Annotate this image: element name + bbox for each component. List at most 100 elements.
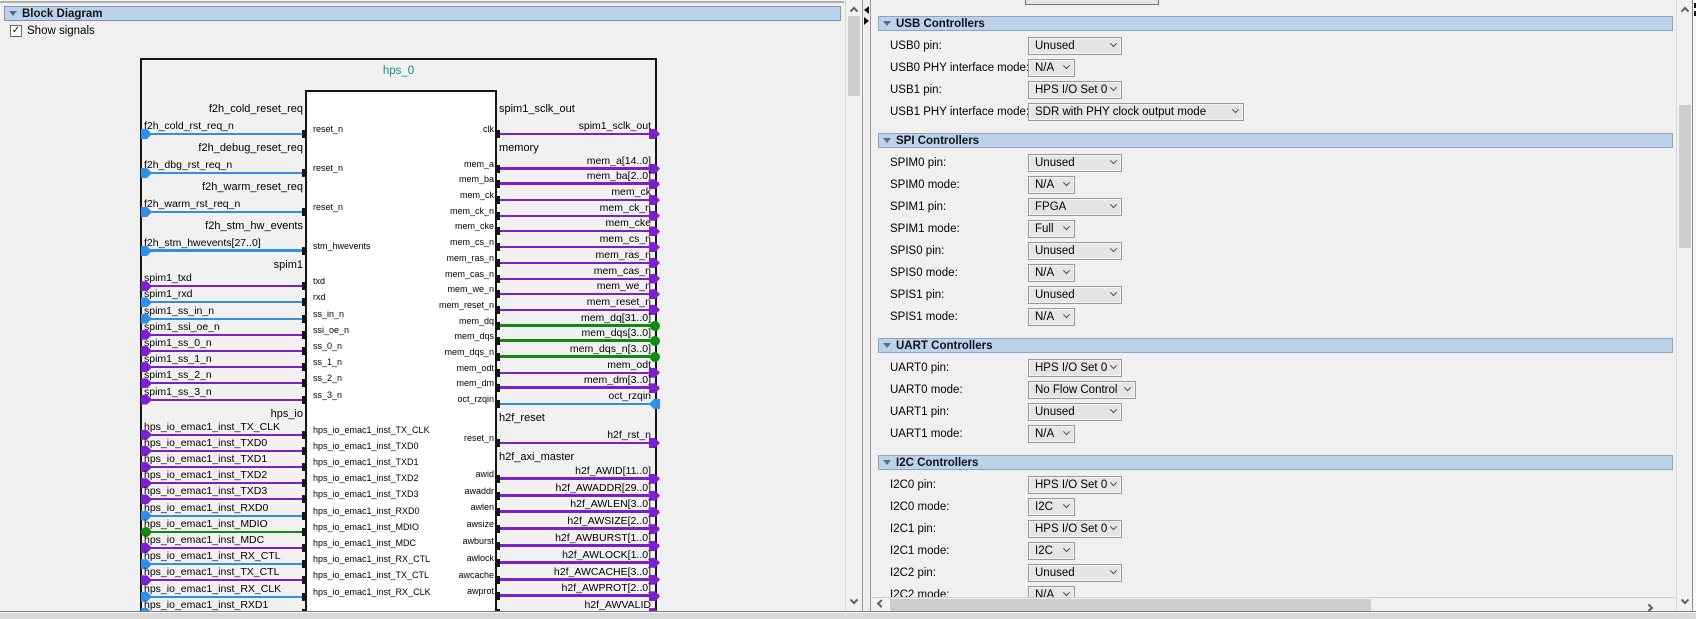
diagram-signal-row[interactable]: awaddrh2f_AWADDR[29..0] xyxy=(405,480,659,497)
parameter-row: USB1 PHY interface mode:SDR with PHY clo… xyxy=(871,101,1676,123)
port-label: awlock xyxy=(405,553,494,564)
section-header[interactable]: SPI Controllers xyxy=(878,133,1673,148)
parameter-dropdown[interactable]: N/A xyxy=(1028,264,1075,282)
signal-connector-icon[interactable] xyxy=(649,608,660,611)
scrollbar-thumb[interactable] xyxy=(848,16,860,96)
signal-wirecell: hps_io_emac1_inst_TXD2 xyxy=(142,468,305,484)
signal-wirecell: mem_cas_n xyxy=(497,264,659,280)
show-signals-checkbox[interactable]: ✓ xyxy=(10,25,22,37)
diagram-signal-row[interactable]: mem_reset_nmem_reset_n xyxy=(405,295,659,311)
diagram-signal-row[interactable]: mem_dmmem_dm[3..0] xyxy=(405,374,659,390)
diagram-signal-row[interactable]: mem_dqsmem_dqs[3..0] xyxy=(405,327,659,343)
parameter-dropdown[interactable]: HPS I/O Set 0 xyxy=(1028,520,1122,538)
signal-label: hps_io_emac1_inst_RXD0 xyxy=(144,502,268,514)
parameter-dropdown[interactable]: SDR with PHY clock output mode xyxy=(1028,103,1244,121)
right-panel-horizontal-scrollbar[interactable] xyxy=(871,597,1676,611)
signal-wirecell: spim1_ss_in_n xyxy=(142,303,305,319)
parameter-dropdown[interactable]: Unused xyxy=(1028,154,1122,172)
port-label: mem_ras_n xyxy=(405,253,494,264)
cut-off-control[interactable] xyxy=(1025,0,1159,5)
diagram-signal-row[interactable]: mem_amem_a[14..0] xyxy=(405,154,659,170)
port-label: mem_ba xyxy=(405,174,494,185)
diagram-signal-row[interactable]: mem_cas_nmem_cas_n xyxy=(405,264,659,280)
parameter-dropdown[interactable]: Unused xyxy=(1028,403,1122,421)
chevron-down-icon xyxy=(1063,501,1070,508)
parameter-row: USB0 pin:Unused xyxy=(871,35,1676,57)
signal-label: mem_dqs_n[3..0] xyxy=(570,343,651,355)
diagram-signal-row[interactable]: awbursth2f_AWBURST[1..0] xyxy=(405,530,659,547)
port-tab xyxy=(302,396,307,404)
diagram-signal-row[interactable]: mem_dqmem_dq[31..0] xyxy=(405,311,659,327)
scrollbar-thumb[interactable] xyxy=(1679,105,1691,248)
parameter-label: SPIM0 pin: xyxy=(890,157,1028,169)
diagram-signal-row[interactable]: awlockh2f_AWLOCK[1..0] xyxy=(405,547,659,564)
block-diagram-section-header[interactable]: Block Diagram xyxy=(4,6,841,21)
parameter-dropdown[interactable]: N/A xyxy=(1028,59,1075,77)
parameter-dropdown[interactable]: Unused xyxy=(1028,286,1122,304)
diagram-signal-row[interactable]: mem_ck_nmem_ck_n xyxy=(405,201,659,217)
diagram-signal-row[interactable]: oct_rzqinoct_rzqin xyxy=(405,389,659,405)
parameter-dropdown[interactable]: I2C xyxy=(1028,542,1075,560)
parameter-dropdown[interactable]: Full xyxy=(1028,220,1075,238)
interface-group-label: spim1 xyxy=(142,259,303,271)
signal-wirecell: spim1_rxd xyxy=(142,287,305,303)
diagram-signal-row[interactable]: awcacheh2f_AWCACHE[3..0] xyxy=(405,564,659,581)
bottom-scrollbar-strip[interactable] xyxy=(0,611,1696,619)
diagram-signal-row[interactable]: mem_cs_nmem_cs_n xyxy=(405,232,659,248)
parameter-dropdown[interactable]: N/A xyxy=(1028,308,1075,326)
parameter-dropdown[interactable]: Unused xyxy=(1028,37,1122,55)
port-label: mem_reset_n xyxy=(405,300,494,311)
scroll-up-icon[interactable] xyxy=(846,0,861,15)
window-edge-splitter[interactable] xyxy=(1692,0,1696,619)
section-header[interactable]: UART Controllers xyxy=(878,338,1673,353)
diagram-signal-row[interactable]: mem_ckemem_cke xyxy=(405,217,659,233)
port-tab xyxy=(495,400,500,408)
panel-splitter[interactable] xyxy=(862,0,871,611)
diagram-signal-row[interactable]: awproth2f_AWPROT[2..0] xyxy=(405,581,659,598)
parameter-dropdown[interactable]: HPS I/O Set 0 xyxy=(1028,476,1122,494)
scroll-down-icon[interactable] xyxy=(846,595,861,610)
diagram-signal-row[interactable]: clkspim1_sclk_out xyxy=(405,115,659,135)
diagram-signal-row[interactable]: awidh2f_AWID[11..0] xyxy=(405,463,659,480)
parameters-panel: USB ControllersUSB0 pin:UnusedUSB0 PHY i… xyxy=(871,0,1676,611)
section-header[interactable]: USB Controllers xyxy=(878,16,1673,31)
diagram-signal-row[interactable]: h2f_AWVALID xyxy=(405,597,659,611)
parameter-dropdown[interactable]: No Flow Control xyxy=(1028,381,1136,399)
signal-label: mem_odt xyxy=(607,359,651,371)
collapse-right-icon[interactable] xyxy=(864,17,869,25)
diagram-signal-row[interactable]: mem_ras_nmem_ras_n xyxy=(405,248,659,264)
signal-wirecell: mem_cs_n xyxy=(497,232,659,248)
parameter-dropdown[interactable]: N/A xyxy=(1028,425,1075,443)
scrollbar-thumb[interactable] xyxy=(890,599,1371,611)
diagram-signal-row[interactable]: mem_ckmem_ck xyxy=(405,185,659,201)
collapse-left-icon[interactable] xyxy=(864,6,869,14)
scroll-up-icon[interactable] xyxy=(1677,0,1692,15)
parameter-row: UART1 mode:N/A xyxy=(871,423,1676,445)
parameter-dropdown[interactable]: I2C xyxy=(1028,498,1075,516)
parameter-dropdown[interactable]: HPS I/O Set 0 xyxy=(1028,359,1122,377)
parameter-dropdown[interactable]: HPS I/O Set 0 xyxy=(1028,81,1122,99)
parameter-dropdown[interactable]: N/A xyxy=(1028,176,1075,194)
left-panel-vertical-scrollbar[interactable] xyxy=(845,0,861,611)
interface-group-label: f2h_stm_hw_events xyxy=(142,220,303,232)
chevron-down-icon xyxy=(1110,201,1117,208)
parameter-dropdown[interactable]: Unused xyxy=(1028,564,1122,582)
right-panel-vertical-scrollbar[interactable] xyxy=(1676,0,1692,611)
diagram-signal-row[interactable]: mem_odtmem_odt xyxy=(405,358,659,374)
section-header[interactable]: I2C Controllers xyxy=(878,455,1673,470)
diagram-signal-row[interactable]: awsizeh2f_AWSIZE[2..0] xyxy=(405,513,659,530)
parameter-label: I2C0 pin: xyxy=(890,479,1028,491)
signal-wirecell: oct_rzqin xyxy=(497,389,659,405)
scroll-left-icon[interactable] xyxy=(873,598,888,611)
diagram-signal-row[interactable]: awlenh2f_AWLEN[3..0] xyxy=(405,497,659,514)
diagram-signal-row[interactable]: reset_nh2f_rst_n xyxy=(405,424,659,444)
parameter-dropdown[interactable]: FPGA xyxy=(1028,198,1122,216)
chevron-down-icon xyxy=(1110,84,1117,91)
parameter-dropdown[interactable]: Unused xyxy=(1028,242,1122,260)
hps-module-block[interactable]: hps_0 f2h_cold_reset_reqf2h_cold_rst_req… xyxy=(140,58,657,611)
diagram-signal-row[interactable]: mem_bamem_ba[2..0] xyxy=(405,170,659,186)
scroll-right-icon[interactable] xyxy=(1641,598,1656,611)
scroll-down-icon[interactable] xyxy=(1677,595,1692,610)
diagram-signal-row[interactable]: mem_dqs_nmem_dqs_n[3..0] xyxy=(405,342,659,358)
diagram-signal-row[interactable]: mem_we_nmem_we_n xyxy=(405,280,659,296)
